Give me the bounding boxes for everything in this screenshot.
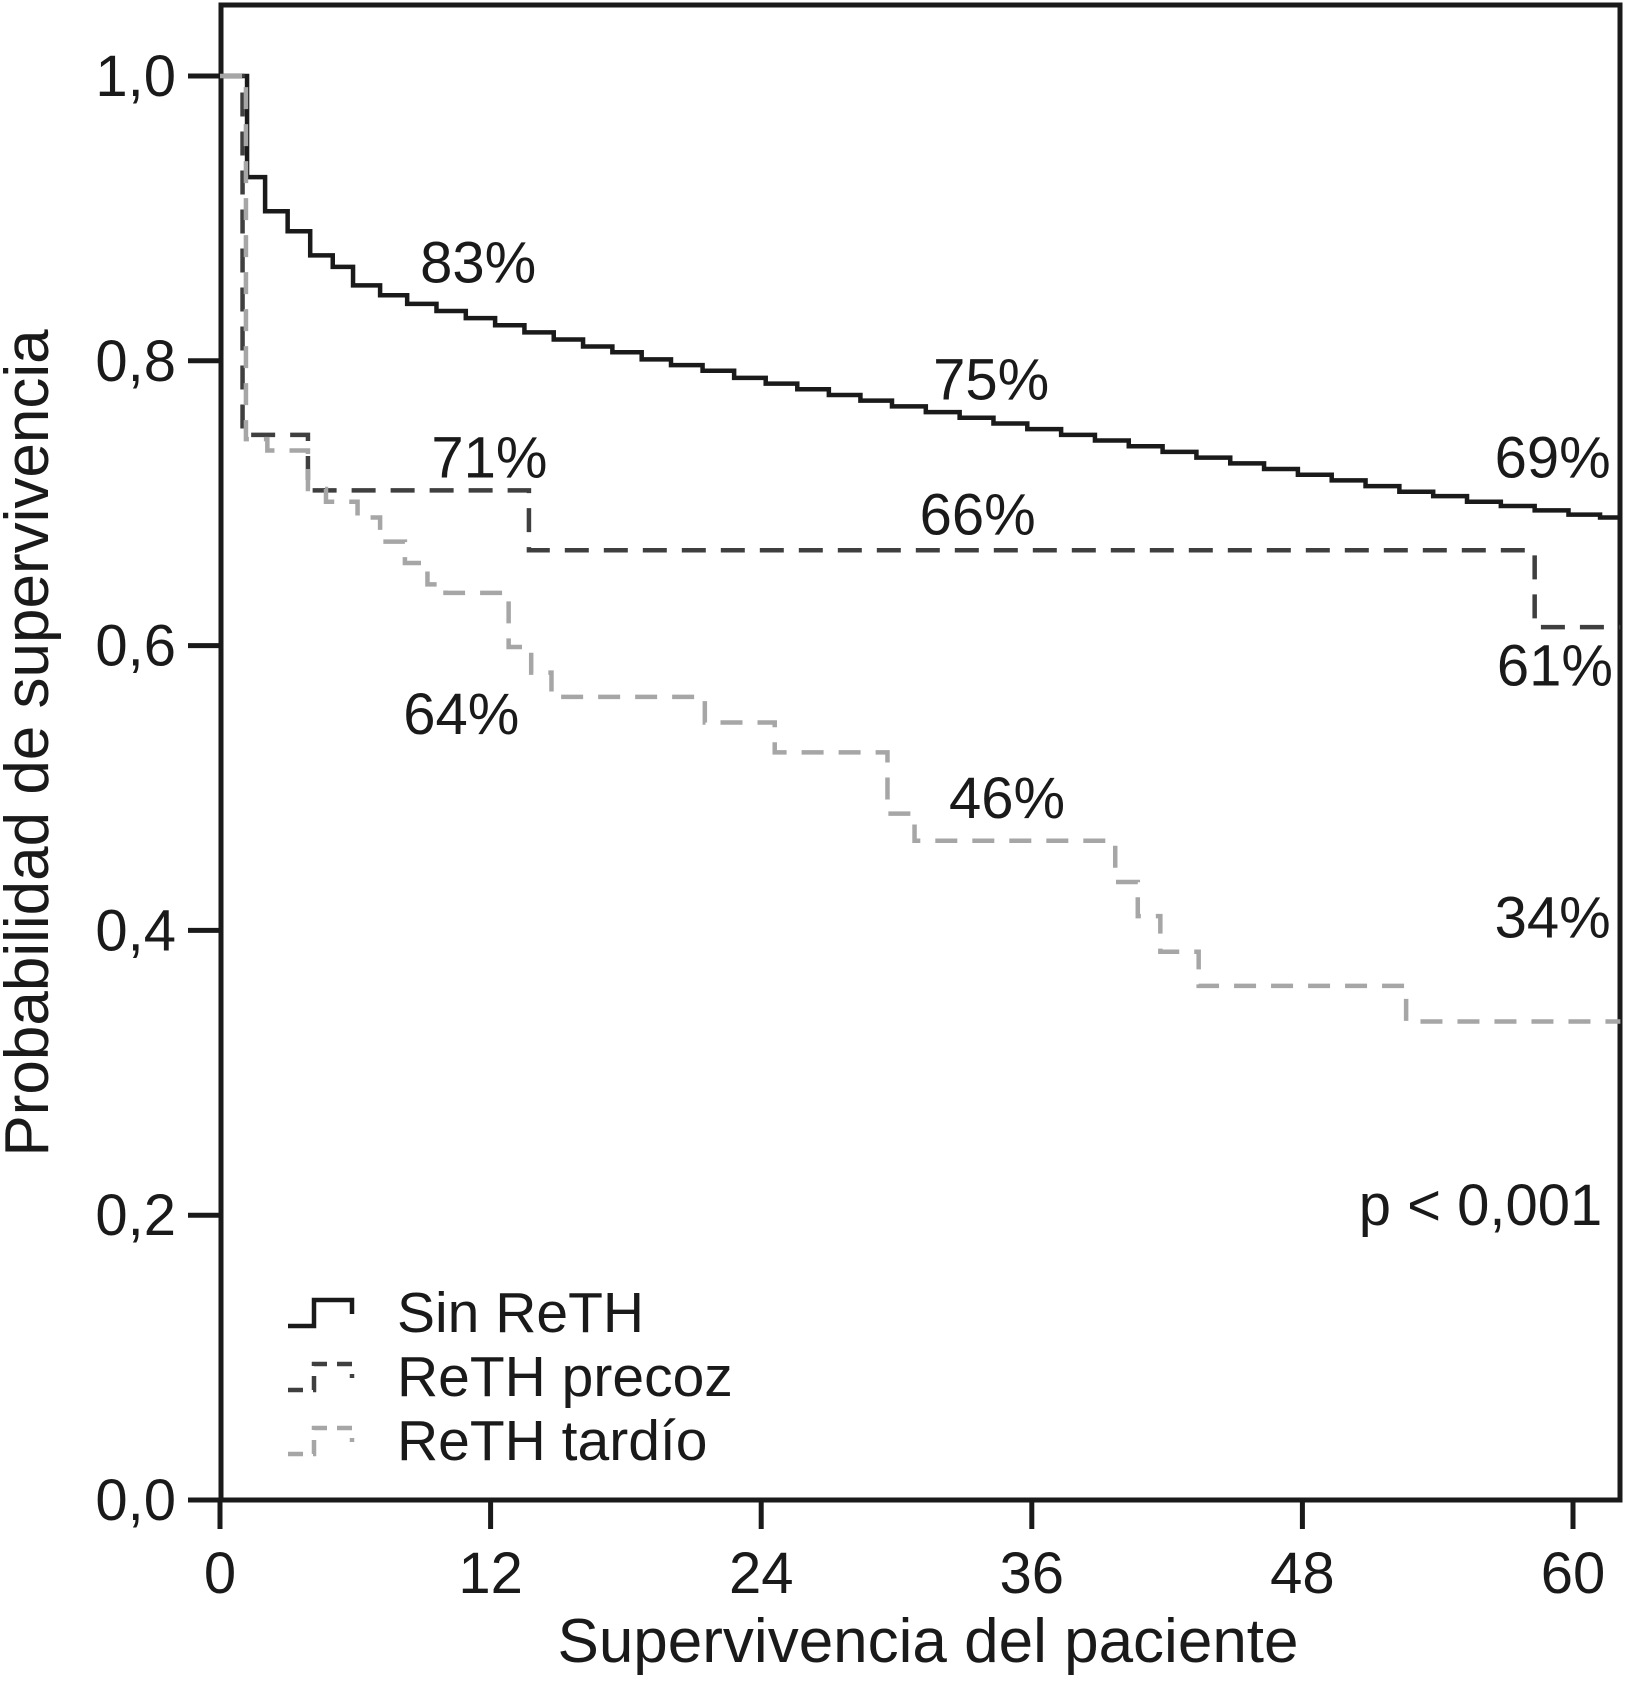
curve-reth-tard-o — [220, 73, 1621, 1024]
plot-border — [218, 2, 1623, 1503]
legend-item-sin-reth: Sin ReTH — [288, 1281, 644, 1345]
legend-item-reth-precoz: ReTH precoz — [288, 1345, 733, 1409]
legend-reth-tard-o-line-sample — [288, 1425, 355, 1457]
legend-item-reth-tard-o: ReTH tardío — [288, 1409, 707, 1473]
y-tick-label-0-4: 0,4 — [95, 898, 176, 963]
annotation-p-0-001: p < 0,001 — [1359, 1173, 1603, 1238]
annotation-69: 69% — [1495, 426, 1611, 491]
x-tick-label-0: 0 — [204, 1541, 236, 1606]
legend-label-sin-reth: Sin ReTH — [397, 1281, 644, 1345]
annotation-64: 64% — [403, 682, 519, 747]
curve-annotations: 83% 75% 69% 71% 66% 61% 64% 46% 34% p < 0,001 — [403, 231, 1613, 1239]
x-tick-label-48: 48 — [1270, 1541, 1335, 1606]
y-axis-title: Probabilidad de supervivencia — [0, 329, 62, 1157]
annotation-46: 46% — [949, 766, 1065, 831]
x-axis-ticks: 0 12 24 36 48 60 — [204, 1500, 1605, 1606]
y-tick-label-0-2: 0,2 — [95, 1183, 176, 1248]
annotation-83: 83% — [420, 231, 536, 296]
curve-reth-precoz — [220, 73, 1621, 630]
legend-label-reth-precoz: ReTH precoz — [397, 1345, 733, 1409]
x-tick-label-12: 12 — [458, 1541, 523, 1606]
y-axis-ticks: 1,0 0,8 0,6 0,4 0,2 0,0 — [95, 44, 221, 1533]
y-tick-label-0-6: 0,6 — [95, 614, 176, 679]
curve-sin-reth — [220, 73, 1621, 520]
annotation-75: 75% — [933, 347, 1049, 412]
legend-label-reth-tard-o: ReTH tardío — [397, 1409, 707, 1473]
annotation-61: 61% — [1497, 634, 1613, 699]
y-tick-label-0-0: 0,0 — [95, 1468, 176, 1533]
y-tick-label-1-0: 1,0 — [95, 44, 176, 109]
annotation-71: 71% — [431, 426, 547, 491]
legend-sin-reth-line-sample — [288, 1297, 355, 1329]
x-tick-label-60: 60 — [1541, 1541, 1606, 1606]
x-tick-label-24: 24 — [729, 1541, 794, 1606]
annotation-34: 34% — [1495, 886, 1611, 951]
x-axis-title: Supervivencia del paciente — [557, 1607, 1298, 1676]
legend-reth-precoz-line-sample — [288, 1361, 355, 1393]
y-tick-label-0-8: 0,8 — [95, 329, 176, 394]
survival-curves — [220, 73, 1621, 1024]
annotation-66: 66% — [920, 483, 1036, 548]
x-tick-label-36: 36 — [1000, 1541, 1065, 1606]
